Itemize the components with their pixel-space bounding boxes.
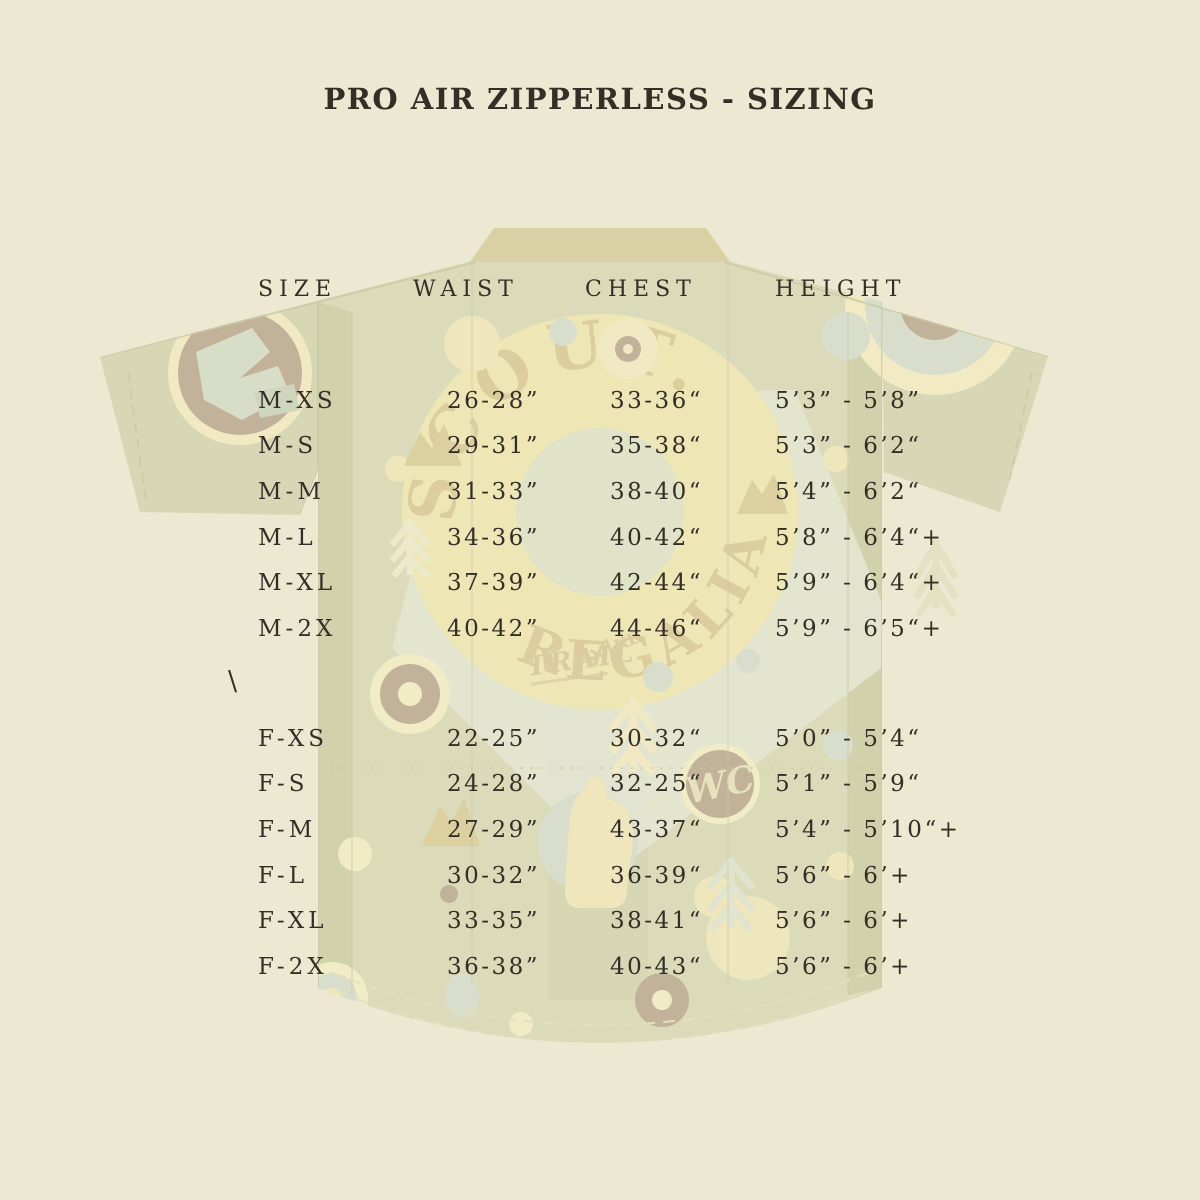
size-cell: F-XL	[258, 908, 328, 935]
height-cell: 5’9” - 6’4“+	[775, 570, 944, 597]
table-row: M-S 29-31” 35-38“ 5’3” - 6’2“	[258, 424, 1200, 470]
chest-cell: 38-40“	[610, 478, 704, 505]
table-row: M-M 31-33” 38-40“ 5’4” - 6’2“	[258, 469, 1200, 515]
size-cell: M-XS	[258, 387, 337, 414]
table-row: M-L 34-36” 40-42“ 5’8” - 6’4“+	[258, 515, 1200, 561]
size-cell: F-M	[258, 816, 317, 843]
waist-cell: 29-31”	[447, 433, 541, 460]
waist-cell: 33-35”	[447, 908, 541, 935]
sleeve-badge-icon	[168, 301, 312, 445]
size-cell: F-2X	[258, 953, 328, 980]
height-cell: 5’3” - 6’2“	[775, 433, 922, 460]
size-cell: F-XS	[258, 725, 329, 752]
chest-cell: 43-37“	[610, 816, 704, 843]
table-row: F-M 27-29” 43-37“ 5’4” - 5’10“+	[258, 807, 1200, 853]
seam-lines	[100, 261, 1048, 1043]
height-cell: 5’4” - 6’2“	[775, 478, 922, 505]
waist-cell: 34-36”	[447, 524, 541, 551]
chest-cell: 36-39“	[610, 862, 704, 889]
table-row: M-2X 40-42” 44-46“ 5’9” - 6’5“+	[258, 606, 1200, 652]
size-cell: M-M	[258, 478, 325, 505]
waist-cell: 36-38”	[447, 953, 541, 980]
collar	[470, 228, 730, 262]
table-row: M-XS 26-28” 33-36“ 5’3” - 5’8”	[258, 378, 1200, 424]
table-row: F-S 24-28” 32-25“ 5’1” - 5’9“	[258, 762, 1200, 808]
table-row: F-XL 33-35” 38-41“ 5’6” - 6’+	[258, 898, 1200, 944]
table-header-row: SIZE WAIST CHEST HEIGHT	[258, 277, 1198, 307]
column-header-waist: WAIST	[413, 277, 519, 302]
chest-cell: 35-38“	[610, 433, 704, 460]
waist-cell: 37-39”	[447, 570, 541, 597]
chest-cell: 40-43“	[610, 953, 704, 980]
height-cell: 5’3” - 5’8”	[775, 387, 922, 414]
chest-cell: 40-42“	[610, 524, 704, 551]
waist-cell: 27-29”	[447, 816, 541, 843]
height-cell: 5’6” - 6’+	[775, 953, 912, 980]
size-cell: M-2X	[258, 615, 337, 642]
column-header-size: SIZE	[258, 277, 338, 302]
pine-tree-icon	[912, 537, 960, 618]
size-cell: M-S	[258, 433, 318, 460]
height-cell: 5’9” - 6’5“+	[775, 615, 944, 642]
chest-cell: 44-46“	[610, 615, 704, 642]
animal-icon	[564, 775, 634, 908]
height-cell: 5’1” - 5’9“	[775, 771, 922, 798]
mens-size-rows: M-XS 26-28” 33-36“ 5’3” - 5’8” M-S 29-31…	[258, 378, 1200, 652]
table-row: F-XS 22-25” 30-32“ 5’0” - 5’4“	[258, 716, 1200, 762]
waist-cell: 40-42”	[447, 615, 541, 642]
table-row: F-2X 36-38” 40-43“ 5’6” - 6’+	[258, 944, 1200, 990]
waist-cell: 24-28”	[447, 771, 541, 798]
size-cell: M-XL	[258, 570, 337, 597]
chest-cell: 38-41“	[610, 908, 704, 935]
height-cell: 5’6” - 6’+	[775, 908, 912, 935]
size-cell: F-S	[258, 771, 309, 798]
table-row: M-XL 37-39” 42-44“ 5’9” - 6’4“+	[258, 560, 1200, 606]
pine-tree-icon	[389, 517, 756, 933]
column-header-height: HEIGHT	[775, 277, 907, 302]
waist-cell: 30-32”	[447, 862, 541, 889]
mountain-icons	[404, 424, 788, 846]
size-cell: F-L	[258, 862, 308, 889]
size-cell: M-L	[258, 524, 317, 551]
waist-cell: 26-28”	[447, 387, 541, 414]
chest-cell: 42-44“	[610, 570, 704, 597]
height-cell: 5’4” - 5’10“+	[775, 816, 961, 843]
waist-cell: 22-25”	[447, 725, 541, 752]
chest-cell: 33-36“	[610, 387, 704, 414]
waist-cell: 31-33”	[447, 478, 541, 505]
group-separator: \	[228, 666, 238, 697]
height-cell: 5’0” - 5’4“	[775, 725, 922, 752]
page-title: PRO AIR ZIPPERLESS - SIZING	[323, 82, 877, 116]
table-row: F-L 30-32” 36-39“ 5’6” - 6’+	[258, 853, 1200, 899]
chest-cell: 32-25“	[610, 771, 704, 798]
chest-cell: 30-32“	[610, 725, 704, 752]
column-header-chest: CHEST	[585, 277, 697, 302]
height-cell: 5’6” - 6’+	[775, 862, 912, 889]
height-cell: 5’8” - 6’4“+	[775, 524, 944, 551]
womens-size-rows: F-XS 22-25” 30-32“ 5’0” - 5’4“ F-S 24-28…	[258, 716, 1200, 990]
